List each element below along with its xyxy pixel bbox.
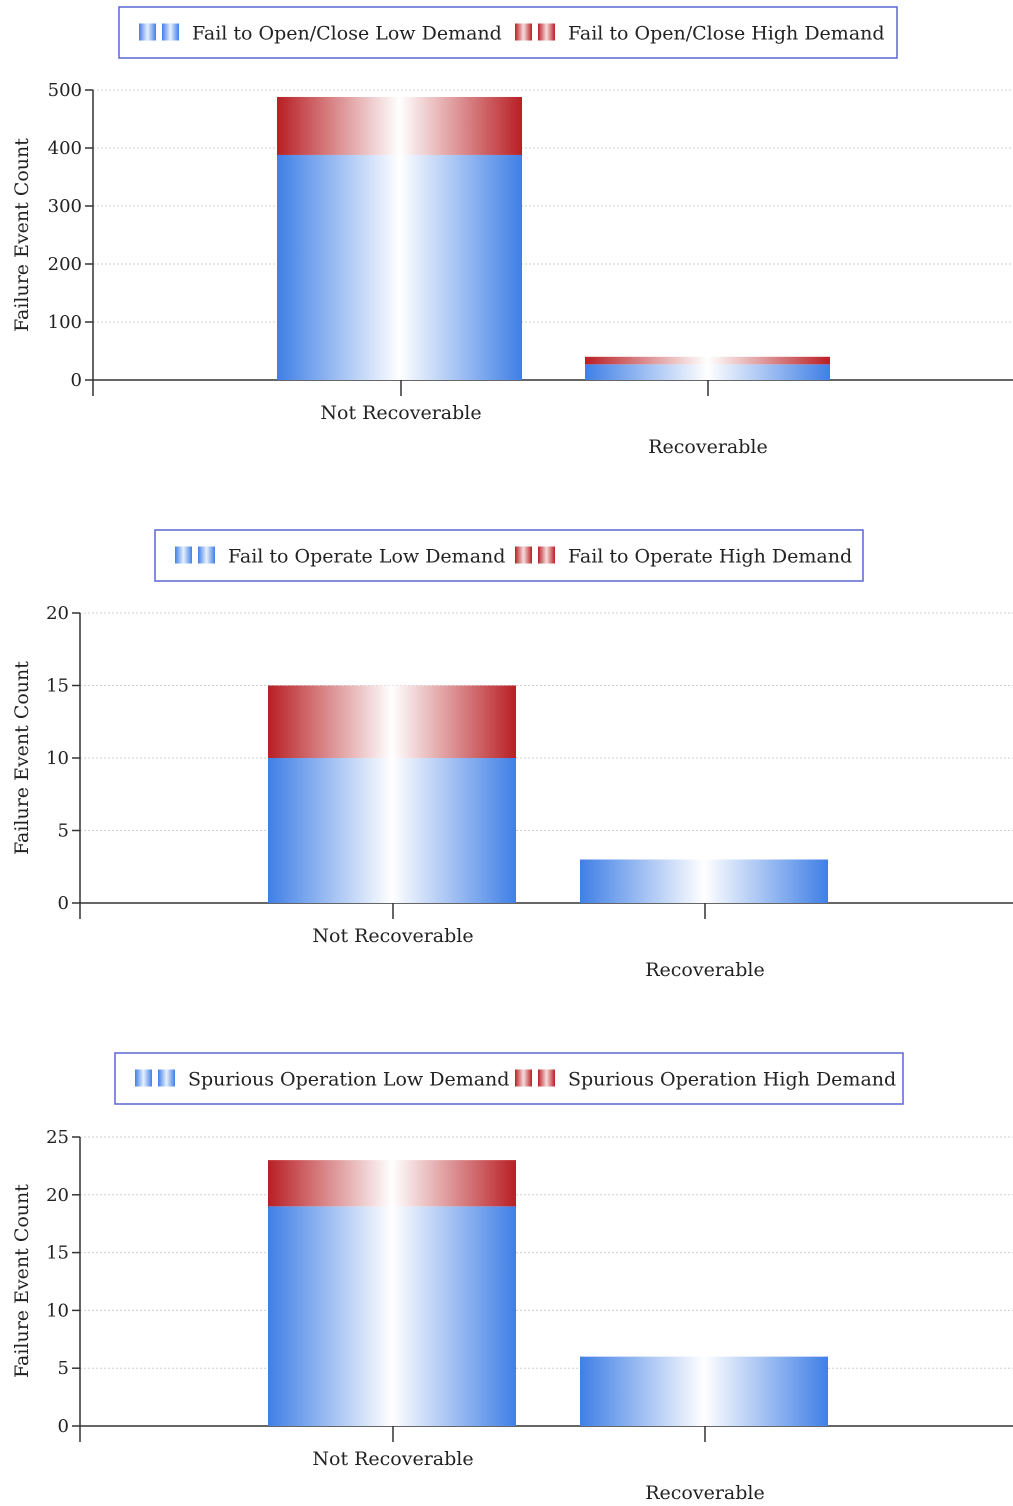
- y-tick-label: 100: [48, 312, 82, 333]
- legend-swatch-high-2: [538, 546, 555, 564]
- y-axis-label: Failure Event Count: [11, 1184, 33, 1378]
- legend-swatch-high-2: [538, 23, 555, 41]
- legend-box: [154, 529, 864, 582]
- bar-recoverable-high: [585, 356, 830, 365]
- chart-1: Fail to Open/Close Low Demand Fail to Ope…: [11, 6, 1013, 458]
- legend-label-high: Fail to Open/Close High Demand: [568, 23, 885, 45]
- y-tick-label: 20: [46, 603, 69, 624]
- y-tick-label: 400: [48, 138, 82, 159]
- x-tick-label: Not Recoverable: [320, 402, 481, 424]
- bar-recoverable-low: [580, 1356, 828, 1426]
- bar-not-recoverable-low: [268, 1206, 516, 1426]
- x-tick-label: Not Recoverable: [312, 1448, 473, 1470]
- y-axis-label: Failure Event Count: [11, 138, 33, 332]
- x-tick-label: Recoverable: [645, 1482, 765, 1504]
- legend-label-low: Fail to Open/Close Low Demand: [192, 23, 502, 45]
- bar-not-recoverable-low: [277, 154, 522, 380]
- bar-not-recoverable-high: [277, 96, 522, 155]
- y-tick-label: 5: [58, 1358, 69, 1379]
- x-tick-label: Recoverable: [648, 436, 768, 458]
- legend-box: [118, 6, 898, 59]
- chart-3: Spurious Operation Low Demand Spurious Op…: [11, 1052, 1013, 1504]
- x-tick-label: Not Recoverable: [312, 925, 473, 947]
- y-axis-label: Failure Event Count: [11, 661, 33, 855]
- legend-label-high: Fail to Operate High Demand: [568, 546, 852, 568]
- legend-swatch-low: [175, 546, 192, 564]
- legend-swatch-low: [139, 23, 156, 41]
- y-tick-label: 20: [46, 1185, 69, 1206]
- legend: Fail to Operate Low Demand Fail to Operat…: [154, 529, 864, 582]
- legend-swatch-high-2: [538, 1069, 555, 1087]
- legend-swatch-high: [515, 23, 532, 41]
- y-tick-label: 10: [46, 748, 69, 769]
- legend-swatch-low: [135, 1069, 152, 1087]
- bar-not-recoverable-low: [268, 758, 516, 903]
- legend-swatch-low-2: [162, 23, 179, 41]
- bar-recoverable-low: [585, 364, 830, 380]
- legend: Fail to Open/Close Low Demand Fail to Ope…: [118, 6, 898, 59]
- y-tick-label: 0: [71, 370, 82, 391]
- y-tick-label: 25: [46, 1127, 69, 1148]
- legend-swatch-low-2: [198, 546, 215, 564]
- legend-label-high: Spurious Operation High Demand: [568, 1069, 896, 1091]
- legend-label-low: Fail to Operate Low Demand: [228, 546, 505, 568]
- legend-box: [114, 1052, 904, 1105]
- y-tick-label: 300: [48, 196, 82, 217]
- legend-label-low: Spurious Operation Low Demand: [188, 1069, 509, 1091]
- legend: Spurious Operation Low Demand Spurious Op…: [114, 1052, 904, 1105]
- y-tick-label: 15: [46, 1243, 69, 1264]
- y-tick-label: 200: [48, 254, 82, 275]
- bar-not-recoverable-high: [268, 685, 516, 758]
- legend-swatch-high: [515, 1069, 532, 1087]
- y-tick-label: 10: [46, 1300, 69, 1321]
- bar-recoverable-low: [580, 859, 828, 903]
- legend-swatch-low-2: [158, 1069, 175, 1087]
- y-tick-label: 5: [58, 821, 69, 842]
- bar-not-recoverable-high: [268, 1160, 516, 1207]
- y-tick-label: 500: [48, 80, 82, 101]
- chart-2: Fail to Operate Low Demand Fail to Operat…: [11, 529, 1013, 981]
- y-tick-label: 15: [46, 676, 69, 697]
- y-tick-label: 0: [58, 893, 69, 914]
- legend-swatch-high: [515, 546, 532, 564]
- y-tick-label: 0: [58, 1416, 69, 1437]
- x-tick-label: Recoverable: [645, 959, 765, 981]
